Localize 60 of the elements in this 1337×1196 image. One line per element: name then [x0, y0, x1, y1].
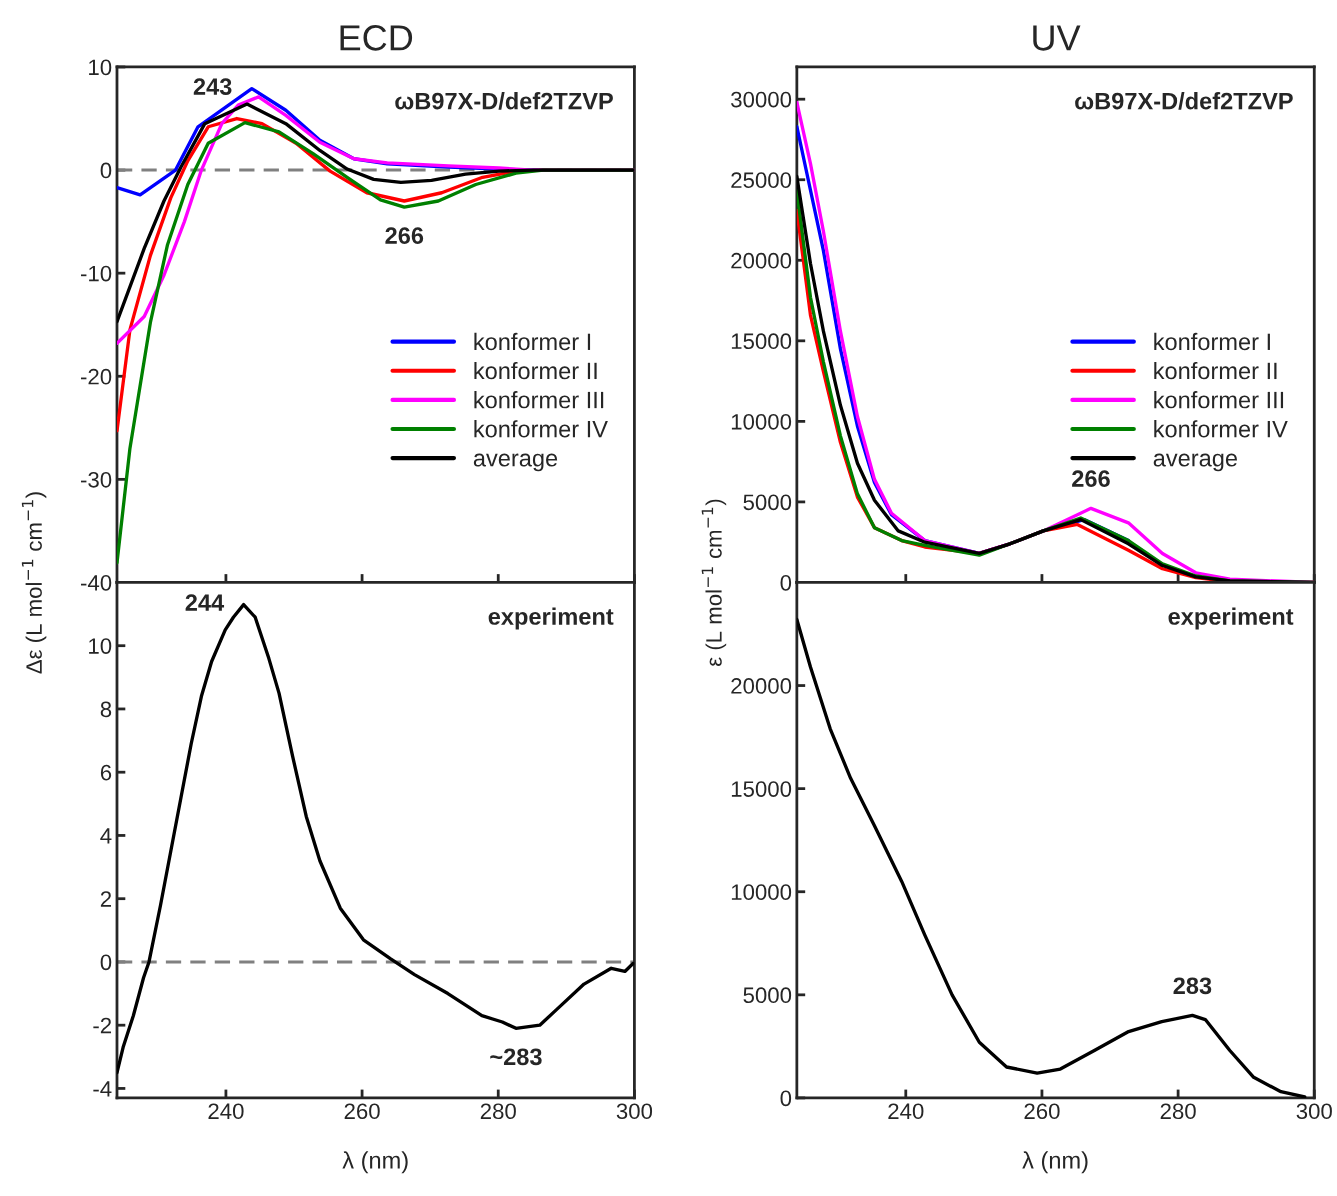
annotation: ωB97X-D/def2TZVP [1075, 92, 1293, 110]
y-tick-label: 10000 [731, 884, 792, 901]
x-axis-title: λ (nm) [342, 1151, 408, 1174]
annotation: experiment [488, 607, 614, 630]
annotation: 244 [185, 594, 225, 611]
annotation: experiment [1168, 607, 1294, 630]
chart-title: UV [1033, 25, 1081, 51]
annotation: 266 [1072, 470, 1110, 488]
legend-label: konformer IV [1154, 420, 1288, 438]
y-tick-label: 30000 [731, 91, 792, 108]
chart-title: ECD [340, 25, 413, 51]
legend-label: konformer III [474, 391, 604, 409]
y-tick-label: 8 [100, 701, 112, 718]
y-tick-label: 15000 [731, 333, 792, 350]
y-tick-label: 5000 [743, 987, 792, 1004]
y-tick-label: 20000 [731, 678, 792, 694]
y-tick-label: -20 [81, 368, 112, 385]
y-tick-label: 4 [100, 828, 112, 844]
legend-label: average [473, 453, 558, 472]
annotation: 283 [1173, 977, 1212, 995]
x-tick-label: 260 [1024, 1103, 1060, 1120]
y-tick-label: 20000 [731, 252, 792, 269]
y-tick-label: 10000 [731, 413, 792, 430]
y-tick-label: 15000 [731, 781, 792, 797]
x-tick-label: 240 [888, 1103, 924, 1120]
y-tick-label: -10 [81, 265, 112, 282]
y-axis-title: Δε (L mol$^{−1}$ cm$^{−1}$) [21, 492, 47, 674]
y-tick-label: 0 [780, 574, 792, 591]
legend-label: konformer I [474, 332, 591, 351]
legend-label: konformer IV [474, 420, 608, 438]
annotation: ~283 [490, 1048, 542, 1066]
legend-label: konformer III [1154, 391, 1284, 409]
y-tick-label: 0 [100, 954, 112, 971]
y-tick-label: 10 [89, 59, 112, 76]
x-tick-label: 240 [208, 1103, 244, 1120]
x-axis-title: λ (nm) [1022, 1151, 1088, 1174]
y-tick-label: 10 [89, 638, 112, 654]
y-axis-title: ε (L mol$^{−1}$ cm$^{−1}$) [701, 499, 727, 667]
legend-label: konformer II [474, 361, 597, 380]
y-tick-label: -4 [93, 1081, 112, 1097]
annotation: 266 [385, 227, 424, 244]
y-tick-label: 6 [100, 764, 112, 781]
y-tick-label: -2 [93, 1017, 112, 1034]
annotation: ωB97X-D/def2TZVP [395, 92, 613, 110]
y-tick-label: -30 [81, 471, 112, 488]
y-tick-label: 5000 [743, 494, 792, 511]
x-tick-label: 280 [1160, 1103, 1196, 1120]
legend-label: konformer II [1154, 361, 1277, 380]
y-tick-label: -40 [81, 574, 112, 591]
annotation: 243 [193, 78, 232, 95]
x-tick-label: 300 [616, 1103, 653, 1120]
x-tick-label: 280 [480, 1103, 516, 1120]
x-tick-label: 260 [344, 1103, 380, 1120]
x-tick-label: 300 [1296, 1103, 1332, 1120]
legend-label: average [1153, 453, 1237, 472]
y-tick-label: 0 [100, 162, 112, 179]
y-tick-label: 25000 [731, 172, 792, 189]
y-tick-label: 2 [100, 891, 112, 907]
y-tick-label: 0 [780, 1090, 792, 1107]
legend-label: konformer I [1154, 332, 1270, 351]
